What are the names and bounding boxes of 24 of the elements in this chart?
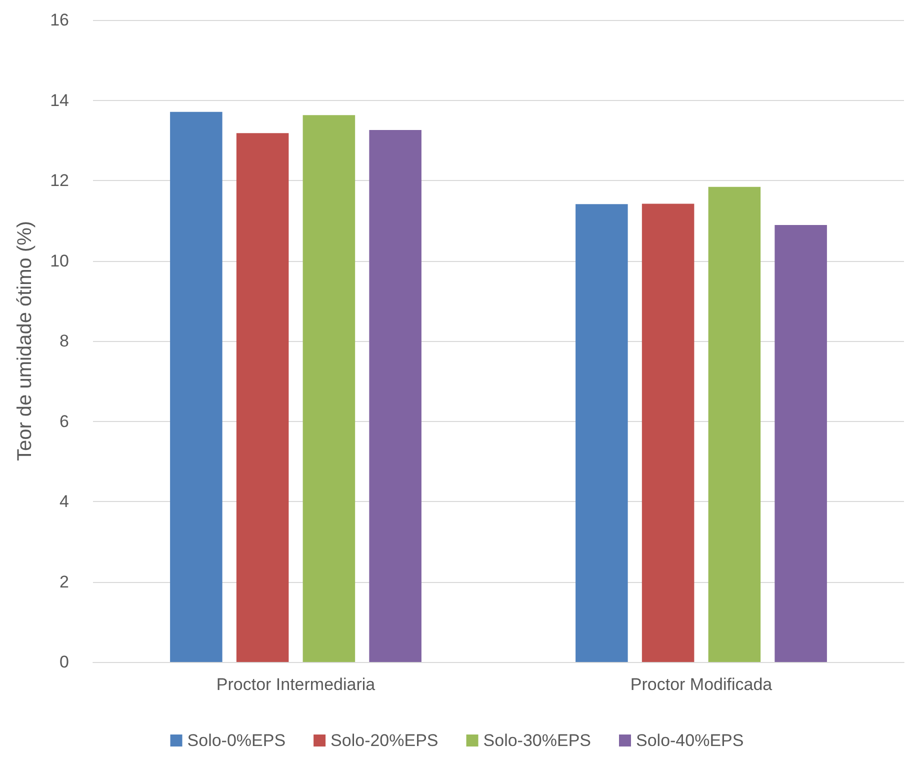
y-tick-label: 2: [60, 572, 69, 592]
legend-label: Solo-30%EPS: [483, 731, 592, 750]
bar: [170, 112, 222, 662]
bar: [708, 186, 761, 662]
y-tick-label: 14: [50, 90, 69, 110]
bar: [302, 115, 356, 662]
y-tick-label: 10: [50, 251, 69, 270]
x-tick-label: Proctor Modificada: [630, 675, 773, 694]
y-tick-label: 4: [60, 492, 69, 511]
legend-label: Solo-0%EPS: [187, 731, 286, 750]
bar: [774, 225, 827, 662]
legend-label: Solo-20%EPS: [330, 731, 438, 750]
y-tick-label: 8: [60, 332, 69, 350]
y-tick-label: 12: [50, 171, 69, 190]
bar: [236, 133, 289, 662]
x-tick-label: Proctor Intermediaria: [216, 675, 376, 694]
bar: [642, 204, 694, 662]
bar: [369, 130, 422, 662]
bar: [576, 204, 628, 662]
legend-label: Solo-40%EPS: [636, 731, 744, 750]
y-axis-title: Teor de umidade ótimo (%): [14, 220, 36, 462]
y-tick-label: 16: [50, 10, 69, 30]
y-tick-label: 6: [60, 412, 69, 431]
y-tick-label: 0: [60, 652, 69, 672]
